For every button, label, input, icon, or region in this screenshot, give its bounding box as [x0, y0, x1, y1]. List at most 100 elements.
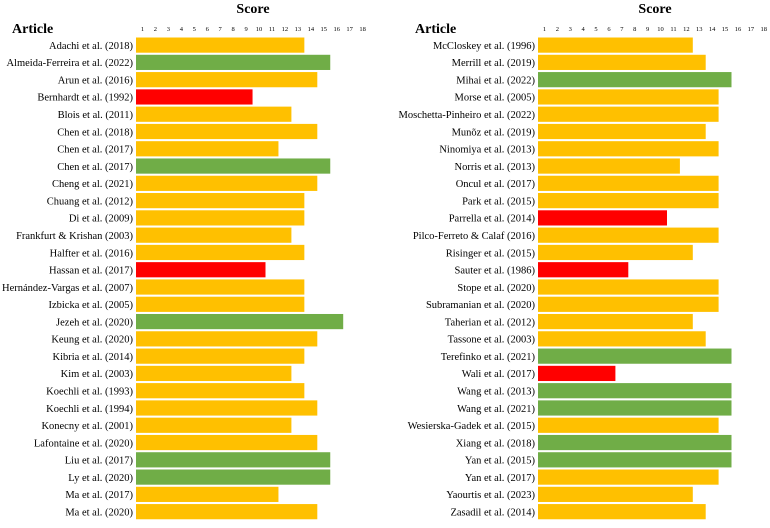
- panel-2-article-label-5: Moschetta-Pinheiro et al. (2022): [399, 110, 536, 121]
- panel-2-bar-4: [538, 89, 719, 105]
- panel-1-article-label-17: Jezeh et al. (2020): [56, 317, 133, 328]
- panel-2-tick-label-1: 1: [543, 26, 546, 33]
- panel-1-bar-12: [136, 227, 292, 243]
- panel-1-tick-label-7: 7: [219, 26, 223, 33]
- panel-2-bar-25: [538, 452, 732, 468]
- panel-2-article-header: Article: [415, 22, 456, 37]
- panel-1-bar-6: [136, 123, 318, 140]
- panel-2-tick-label-7: 7: [620, 26, 624, 33]
- panel-1-article-label-8: Chen et al. (2017): [57, 162, 133, 173]
- panel-2-bar-10: [538, 193, 719, 209]
- panel-1-bar-3: [136, 72, 318, 88]
- panel-1-article-label-9: Cheng et al. (2021): [52, 179, 134, 190]
- panel-1-article-label-7: Chen et al. (2017): [57, 145, 133, 156]
- panel-2-article-label-11: Parrella et al. (2014): [449, 214, 536, 225]
- panel-1-bar-4: [136, 89, 253, 105]
- panel-1-article-header: Article: [12, 22, 53, 37]
- panel-2-article-label-13: Risinger et al. (2015): [446, 248, 536, 259]
- panel-2-bar-7: [538, 141, 719, 157]
- panel-1-article-label-5: Blois et al. (2011): [58, 110, 134, 121]
- panel-2-article-label-9: Oncul et al. (2017): [456, 179, 536, 190]
- panel-1-bar-20: [136, 365, 292, 382]
- panel-2-tick-label-15: 15: [722, 26, 729, 33]
- panel-2-bar-17: [538, 313, 693, 330]
- panel-1-article-label-28: Ma et al. (2020): [65, 507, 133, 518]
- panel-2-bar-1: [538, 37, 693, 53]
- panel-2-bar-11: [538, 210, 667, 226]
- panel-2-tick-label-13: 13: [696, 26, 703, 33]
- panel-1-bar-2: [136, 54, 331, 70]
- panel-2-article-label-17: Taherian et al. (2012): [445, 317, 536, 328]
- panel-2-bar-18: [538, 331, 706, 347]
- panel-2-tick-label-5: 5: [594, 26, 597, 33]
- panel-2-tick-label-10: 10: [657, 26, 664, 33]
- panel-1-article-label-25: Liu et al. (2017): [65, 456, 134, 467]
- panel-1-tick-label-13: 13: [295, 26, 302, 33]
- panel-1-tick-label-4: 4: [180, 26, 184, 33]
- panel-2-article-label-14: Sauter et al. (1986): [455, 266, 536, 277]
- panel-2-article-label-24: Xiang et al. (2018): [456, 438, 536, 449]
- panel-1-article-label-21: Koechli et al. (1993): [46, 387, 133, 398]
- panel-2-bar-8: [538, 158, 680, 174]
- panel-2-bar-20: [538, 365, 616, 382]
- panel-2-article-label-3: Mihai et al. (2022): [456, 75, 535, 86]
- panel-1-bar-1: [136, 37, 305, 53]
- panel-2-bar-21: [538, 383, 732, 399]
- panel-1-article-label-16: Izbicka et al. (2005): [48, 300, 133, 311]
- panel-2-article-label-16: Subramanian et al. (2020): [426, 300, 536, 311]
- panel-1-article-label-6: Chen et al. (2018): [57, 127, 133, 138]
- panel-1-bar-24: [136, 434, 318, 451]
- panel-2-tick-label-12: 12: [683, 26, 690, 33]
- panel-2-article-label-2: Merrill et al. (2019): [452, 58, 536, 69]
- panel-2-article-label-8: Norris et al. (2013): [455, 162, 536, 173]
- panel-1-tick-label-10: 10: [256, 26, 263, 33]
- panel-1-bar-18: [136, 331, 318, 347]
- panel-2-tick-label-3: 3: [569, 26, 572, 33]
- panel-2-bar-13: [538, 244, 693, 261]
- panel-2-bar-2: [538, 54, 706, 70]
- panel-1-tick-label-9: 9: [244, 26, 247, 33]
- panel-2-bar-12: [538, 227, 719, 243]
- panel-1-bar-17: [136, 313, 344, 330]
- panel-1-bar-25: [136, 452, 331, 468]
- panel-1-tick-label-1: 1: [141, 26, 144, 33]
- panel-2-bar-3: [538, 72, 732, 88]
- panel-1-bar-16: [136, 296, 305, 312]
- panel-1-bar-15: [136, 279, 305, 295]
- panel-2-bar-9: [538, 175, 719, 191]
- panel-2-bar-15: [538, 279, 719, 295]
- panel-2-article-label-27: Yaourtis et al. (2023): [446, 490, 535, 501]
- panel-2-article-label-18: Tassone et al. (2003): [448, 335, 536, 346]
- panel-2-tick-label-9: 9: [646, 26, 649, 33]
- panel-1-article-label-13: Halfter et al. (2016): [50, 248, 134, 259]
- panel-2-bar-19: [538, 348, 732, 364]
- panel-1-article-label-27: Ma et al. (2017): [65, 490, 133, 501]
- panel-1-tick-label-2: 2: [154, 26, 157, 33]
- panel-2-bar-28: [538, 504, 706, 520]
- panel-1-bar-21: [136, 383, 305, 399]
- panel-1-article-label-11: Di et al. (2009): [69, 214, 134, 225]
- panel-2-article-label-25: Yan et al. (2015): [465, 456, 536, 467]
- panel-2-bar-16: [538, 296, 719, 312]
- panel-1-tick-label-3: 3: [167, 26, 170, 33]
- panel-1-bar-7: [136, 141, 279, 157]
- panel-1-article-label-12: Frankfurt & Krishan (2003): [16, 231, 133, 242]
- panel-2-article-label-12: Pilco-Ferreto & Calaf (2016): [413, 231, 536, 242]
- panel-1-tick-label-17: 17: [346, 26, 353, 33]
- panel-2-tick-label-18: 18: [761, 26, 768, 33]
- panel-2-article-label-28: Zasadil et al. (2014): [450, 507, 535, 518]
- panel-2-article-label-19: Terefinko et al. (2021): [441, 352, 536, 363]
- panel-1-article-label-4: Bernhardt et al. (1992): [37, 93, 133, 104]
- panel-2-article-label-4: Morse et al. (2005): [455, 93, 536, 104]
- panel-1-bar-14: [136, 262, 266, 278]
- panel-1-tick-label-14: 14: [308, 26, 315, 33]
- panel-1-tick-label-5: 5: [193, 26, 196, 33]
- panel-2-article-label-15: Stope et al. (2020): [457, 283, 535, 294]
- panel-1-article-label-2: Almeida-Ferreira et al. (2022): [6, 58, 133, 69]
- panel-1-article-label-23: Konecny et al. (2001): [41, 421, 133, 432]
- panel-1-article-label-1: Adachi et al. (2018): [49, 41, 133, 52]
- panel-2-tick-label-14: 14: [709, 26, 716, 33]
- panel-2-tick-label-16: 16: [735, 26, 742, 33]
- panel-1-tick-label-15: 15: [321, 26, 328, 33]
